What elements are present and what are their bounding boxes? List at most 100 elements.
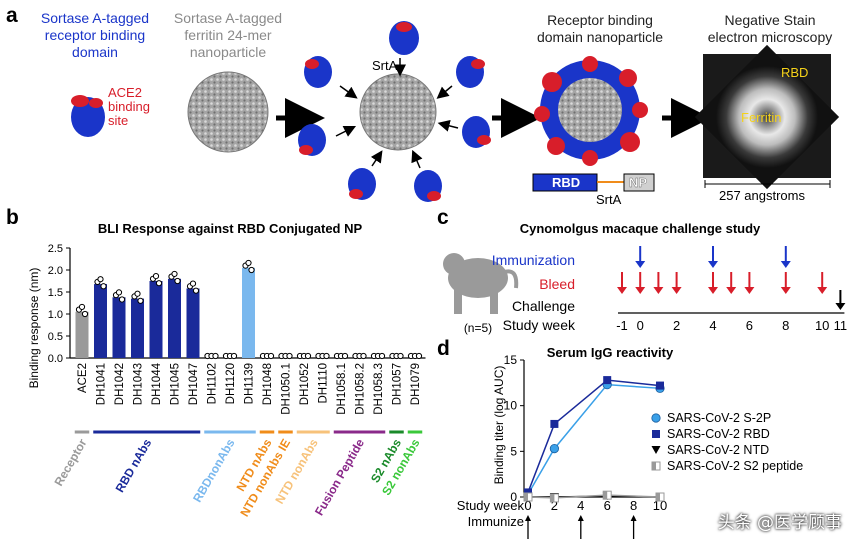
legend-label: SARS-CoV-2 RBD — [667, 427, 770, 441]
x-tick-label: 2 — [551, 498, 558, 513]
caption-line: Receptor binding — [547, 12, 653, 28]
caption-line: ferritin 24-mer — [184, 27, 272, 43]
x-tick-label: DH1139 — [244, 363, 256, 404]
challenge-label: Challenge — [512, 298, 575, 314]
replicate-point — [189, 280, 197, 287]
macaque-icon — [443, 253, 519, 314]
y-axis-label: Binding titer (log AUC) — [492, 366, 506, 485]
replicate-point — [304, 352, 312, 360]
y-tick-label: 0 — [510, 490, 517, 504]
x-tick-label: ACE2 — [77, 363, 89, 393]
ferritin-nanoparticle-icon — [187, 71, 269, 153]
srta-arrows-icon — [335, 58, 459, 169]
bar — [168, 278, 181, 358]
x-tick-label: DH1057 — [392, 363, 404, 405]
series-line — [527, 379, 661, 493]
y-tick-label: 2.5 — [48, 243, 63, 255]
data-point — [651, 413, 661, 423]
label-line: site — [108, 113, 129, 128]
x-tick-label: DH1052 — [299, 363, 311, 405]
immunization-arrow-head — [780, 261, 791, 268]
caption-line: receptor binding — [44, 27, 146, 43]
x-tick-label: DH1043 — [133, 363, 145, 405]
replicate-point — [118, 296, 126, 303]
bar — [94, 284, 107, 358]
caption-line: Sortase A-tagged — [173, 10, 283, 26]
replicate-point — [212, 352, 219, 360]
bar — [112, 297, 126, 358]
replicate-point — [171, 270, 178, 278]
y-tick-label: 1.0 — [48, 309, 63, 321]
x-tick-label: DH1044 — [151, 362, 163, 405]
x-tick-label: DH1042 — [114, 363, 126, 405]
immunize-arrow-head — [630, 515, 637, 521]
data-point-fill — [550, 493, 555, 502]
x-tick-label: DH1048 — [262, 363, 274, 405]
week-tick-label: 8 — [782, 318, 789, 333]
bleed-arrow-head — [653, 287, 664, 294]
ferritin-caption: Sortase A-tagged ferritin 24-mer nanopar… — [163, 10, 293, 61]
np-domain-box — [623, 173, 655, 192]
immunization-arrow-head — [708, 261, 718, 268]
bleed-arrow-head — [635, 287, 646, 294]
y-tick-label: 2.0 — [48, 265, 63, 277]
challenge-study-timeline: Cynomolgus macaque challenge study (n=5)… — [443, 221, 848, 335]
scale-bar-label: 257 angstroms — [719, 188, 805, 203]
replicate-point — [100, 283, 107, 290]
replicate-point — [155, 280, 163, 287]
caption-line: Sortase A-tagged — [40, 10, 150, 26]
study-week-label: Study week — [503, 317, 576, 333]
y-tick-label: 15 — [504, 353, 518, 367]
week-tick-label: 0 — [637, 318, 644, 333]
x-tick-label: DH1079 — [410, 363, 422, 405]
group-label: Receptor — [51, 436, 89, 488]
replicate-point — [360, 352, 367, 360]
immunize-arrow-head — [577, 515, 584, 521]
data-point — [652, 430, 660, 438]
watermark: 头条 @医学顾事 — [717, 513, 842, 533]
em-ferritin-label: Ferritin — [741, 110, 781, 125]
data-point — [524, 488, 532, 497]
data-point-fill — [603, 491, 608, 500]
bleed-arrow-head — [708, 287, 718, 294]
x-tick-label: 10 — [653, 498, 667, 513]
replicate-point — [152, 273, 160, 280]
replicate-point — [286, 352, 293, 360]
bleed-arrow-head — [744, 287, 755, 294]
data-point — [549, 443, 560, 454]
replicate-point — [415, 352, 423, 360]
x-axis-label: Study week — [457, 498, 525, 513]
y-tick-label: 5 — [510, 444, 517, 458]
replicate-point — [192, 287, 200, 294]
group-label: RBDnonAbs — [190, 436, 238, 504]
replicate-point — [230, 352, 238, 360]
rbd-np-caption: Receptor binding domain nanoparticle — [520, 12, 680, 46]
label-line: binding — [108, 99, 150, 114]
data-point-fill — [656, 493, 660, 501]
week-tick-label: 10 — [815, 318, 829, 333]
replicate-point — [323, 352, 330, 360]
immunize-label: Immunize — [468, 514, 524, 529]
replicate-point — [81, 310, 89, 318]
week-tick-label: 11 — [834, 318, 848, 333]
bar — [242, 267, 255, 358]
challenge-arrow-head — [835, 303, 846, 310]
x-tick-label: DH1041 — [96, 363, 108, 405]
replicate-point — [378, 352, 386, 360]
replicate-point — [137, 297, 144, 304]
replicate-point — [78, 303, 86, 311]
x-tick-label: DH1058.3 — [373, 363, 385, 415]
week-tick-label: 4 — [709, 318, 716, 333]
y-tick-label: 10 — [504, 399, 518, 413]
data-point-fill — [652, 462, 656, 470]
serum-igg-line-chart: Serum IgG reactivity Binding titer (log … — [457, 345, 803, 539]
week-tick-label: 2 — [673, 318, 680, 333]
x-tick-label: 8 — [630, 498, 637, 513]
x-tick-label: DH1058.2 — [355, 363, 367, 415]
bleed-arrow-head — [780, 287, 791, 294]
legend-label: SARS-CoV-2 NTD — [667, 443, 769, 457]
x-tick-label: DH1045 — [170, 363, 182, 405]
np-box-label: NP — [629, 175, 647, 190]
y-axis-label: Binding response (nm) — [27, 268, 41, 389]
rbd-box-label: RBD — [552, 175, 580, 190]
